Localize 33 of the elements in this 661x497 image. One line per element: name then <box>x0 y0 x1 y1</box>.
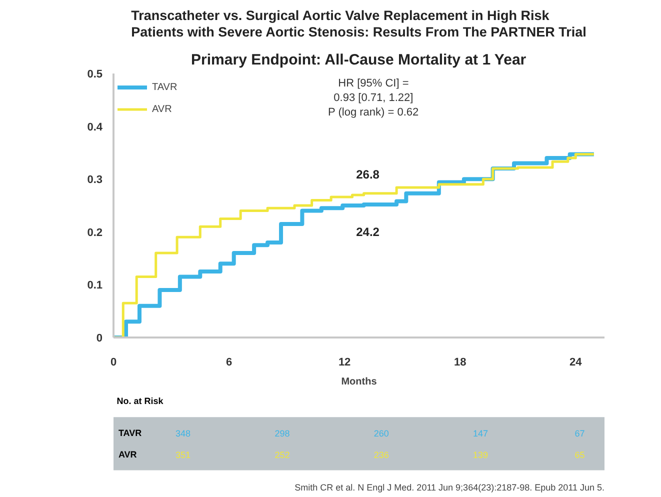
text: TAVR <box>118 428 142 438</box>
annotation: HR [95% CI] = 0.93 [0.71, 1.22] P (log rank) = 0.62 <box>328 77 419 118</box>
text: AVR <box>118 449 137 460</box>
y-tick-label: 0.5 <box>87 68 103 80</box>
text: No. at Risk <box>116 396 164 406</box>
x-tick-label: 24 <box>570 356 583 368</box>
text: 298 <box>274 428 290 438</box>
x-tick-label: 12 <box>338 356 351 368</box>
x-tick-label: 18 <box>454 356 466 368</box>
y-tick-label: 0.4 <box>87 121 104 134</box>
annotation: 26.8 <box>356 167 380 182</box>
text: 236 <box>374 450 389 460</box>
chart-title: Transcatheter vs. Surgical Aortic Valve Replacement in High Risk Patients with Severe Aortic Stenosis: Results From The PARTNER Trial <box>131 8 586 40</box>
text: 139 <box>473 450 488 460</box>
y-tick-label: 0.3 <box>87 174 103 186</box>
y-tick-label: 0.1 <box>87 280 103 292</box>
x-tick-label: 0 <box>110 356 117 368</box>
chart-subtitle: Primary Endpoint: All-Cause Mortality at 1 Year <box>191 52 526 68</box>
text: 348 <box>176 428 191 438</box>
text: 67 <box>574 428 585 438</box>
text: Smith CR et al. N Engl J Med. 2011 Jun 9;364(23):2187-98. Epub 2011 Jun 5. <box>294 482 605 492</box>
annotation: 24.2 <box>356 225 380 240</box>
legend-label: AVR <box>152 104 172 114</box>
text: 65 <box>574 450 585 460</box>
x-axis-title: Months <box>341 376 378 388</box>
legend-label: TAVR <box>152 82 178 92</box>
y-tick-label: 0 <box>96 332 103 344</box>
text: 252 <box>274 450 290 460</box>
text: 260 <box>374 428 389 438</box>
x-tick-label: 6 <box>226 356 232 368</box>
text: 147 <box>473 428 488 438</box>
y-tick-label: 0.2 <box>87 226 103 239</box>
text: 351 <box>176 450 191 460</box>
